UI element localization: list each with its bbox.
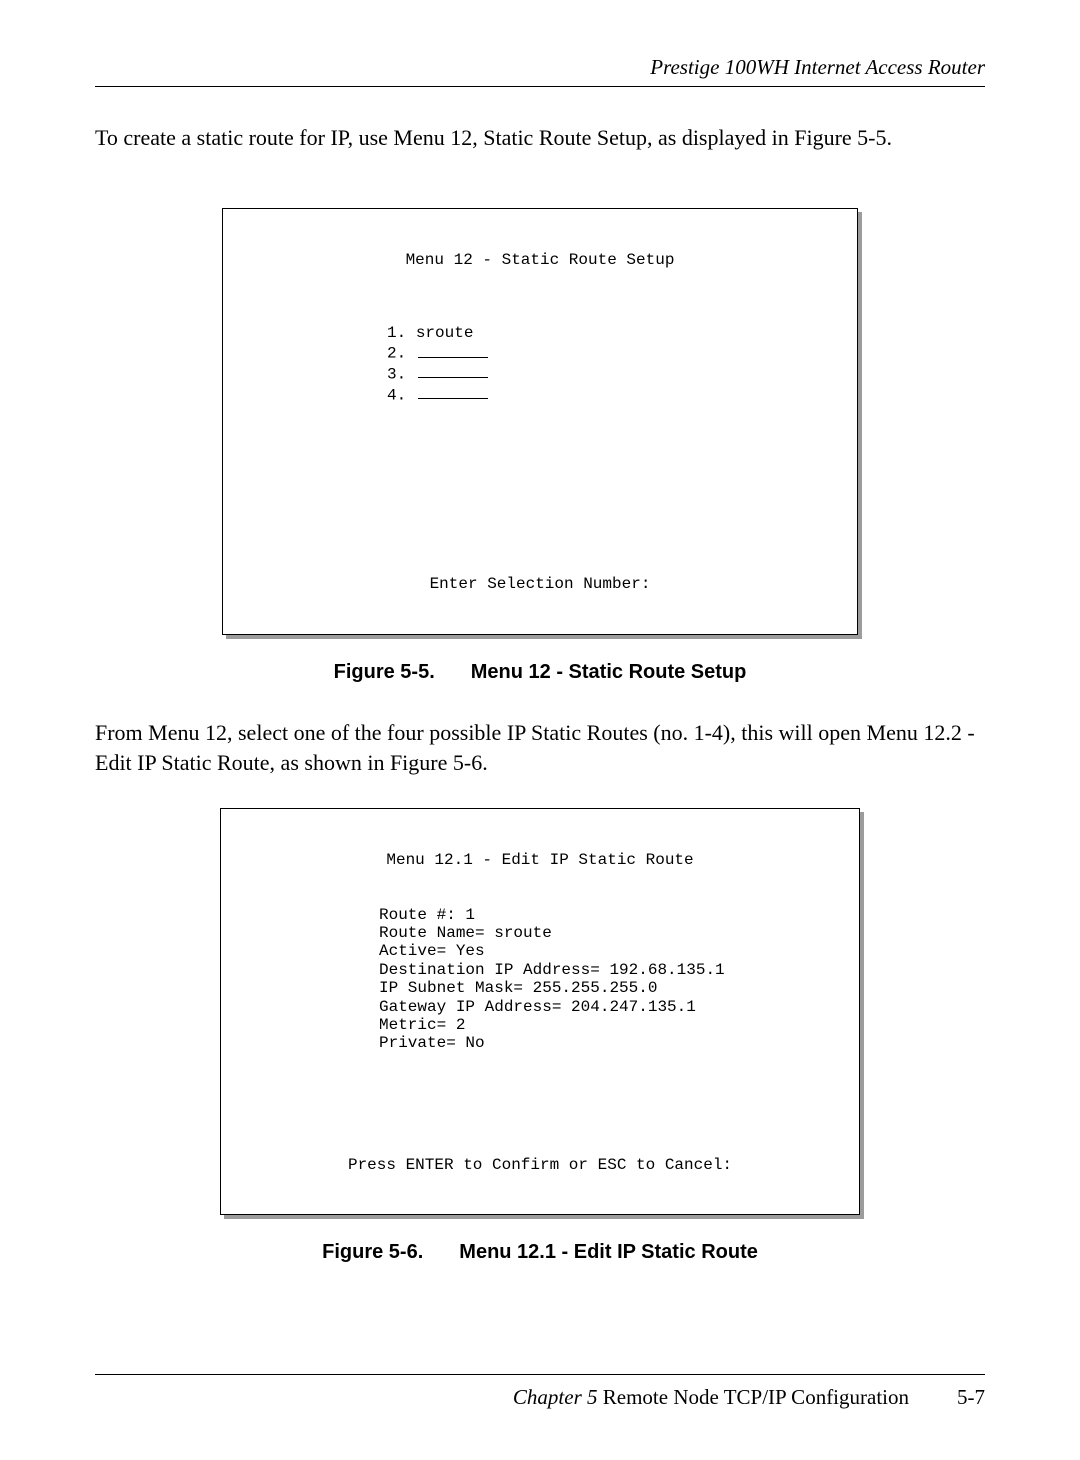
field-metric: Metric= 2	[379, 1016, 465, 1034]
figure-5-5-caption-num: Figure 5-5.	[334, 661, 435, 683]
route-4-blank	[418, 384, 488, 399]
footer-page-number: 5-7	[957, 1385, 985, 1410]
figure-5-6-caption-num: Figure 5-6.	[322, 1241, 423, 1263]
figure-5-5-caption-text: Menu 12 - Static Route Setup	[471, 661, 747, 683]
menu12-prompt: Enter Selection Number:	[241, 575, 839, 593]
footer-line: Chapter 5 Remote Node TCP/IP Configurati…	[95, 1385, 985, 1410]
menu12-route-list: 1. sroute 2. 3. 4.	[387, 324, 839, 405]
paragraph-1: To create a static route for IP, use Men…	[95, 123, 985, 153]
route-2-blank	[418, 342, 488, 357]
field-subnet: IP Subnet Mask= 255.255.255.0	[379, 979, 657, 997]
footer-rule	[95, 1374, 985, 1375]
field-route-no: Route #: 1	[379, 906, 475, 924]
field-private: Private= No	[379, 1034, 485, 1052]
footer-chapter-label: Chapter 5	[513, 1385, 598, 1409]
footer-chapter-title: Remote Node TCP/IP Configuration	[603, 1385, 909, 1409]
menu12-1-fields: Route #: 1 Route Name= sroute Active= Ye…	[379, 906, 841, 1053]
field-gateway: Gateway IP Address= 204.247.135.1	[379, 998, 696, 1016]
field-active: Active= Yes	[379, 942, 485, 960]
route-1-name: sroute	[416, 324, 474, 342]
figure-5-5: Menu 12 - Static Route Setup 1. sroute 2…	[222, 208, 858, 635]
menu12-title: Menu 12 - Static Route Setup	[241, 251, 839, 269]
figure-5-5-caption: Figure 5-5. Menu 12 - Static Route Setup	[95, 661, 985, 684]
menu12-1-title: Menu 12.1 - Edit IP Static Route	[239, 851, 841, 869]
terminal-box-menu12-1: Menu 12.1 - Edit IP Static Route Route #…	[220, 808, 860, 1216]
route-3-blank	[418, 363, 488, 378]
figure-5-6-caption: Figure 5-6. Menu 12.1 - Edit IP Static Ro…	[95, 1241, 985, 1264]
running-header: Prestige 100WH Internet Access Router	[95, 55, 985, 86]
field-dest-ip: Destination IP Address= 192.68.135.1	[379, 961, 725, 979]
menu12-1-prompt: Press ENTER to Confirm or ESC to Cancel:	[239, 1156, 841, 1174]
field-route-name: Route Name= sroute	[379, 924, 552, 942]
page-footer: Chapter 5 Remote Node TCP/IP Configurati…	[95, 1374, 985, 1410]
document-page: Prestige 100WH Internet Access Router To…	[0, 0, 1080, 1460]
footer-chapter: Chapter 5 Remote Node TCP/IP Configurati…	[513, 1385, 909, 1410]
figure-5-6-caption-text: Menu 12.1 - Edit IP Static Route	[459, 1241, 758, 1263]
terminal-box-menu12: Menu 12 - Static Route Setup 1. sroute 2…	[222, 208, 858, 635]
paragraph-2: From Menu 12, select one of the four pos…	[95, 718, 985, 777]
header-rule	[95, 86, 985, 87]
figure-5-6: Menu 12.1 - Edit IP Static Route Route #…	[220, 808, 860, 1216]
